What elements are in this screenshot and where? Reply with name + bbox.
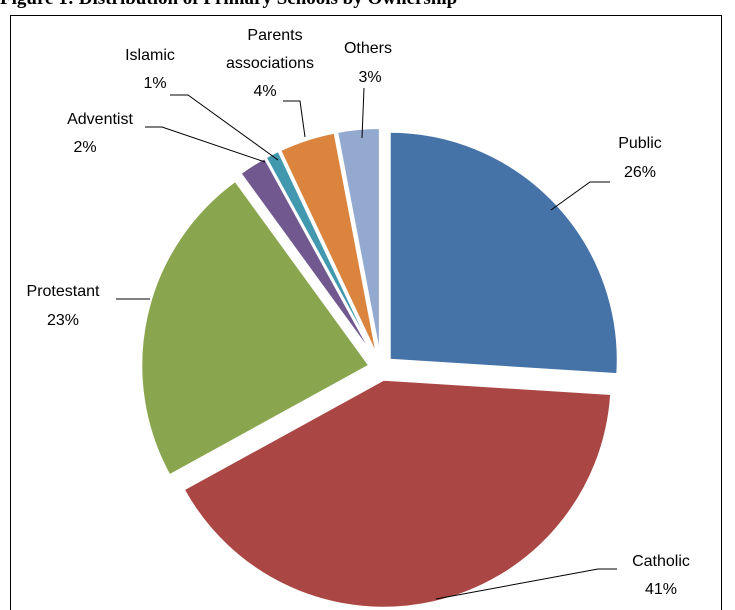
pie-slice-adventist — [239, 156, 376, 359]
slice-percent-islamic: 1% — [143, 75, 166, 92]
chart-caption: Figure 1: Distribution of Primary School… — [0, 0, 735, 9]
slice-percent-adventist: 2% — [73, 139, 96, 156]
leader-line-parents-associations — [283, 100, 306, 138]
slice-percent-public: 26% — [624, 164, 656, 181]
slice-percent-catholic: 41% — [645, 581, 677, 598]
slice-percent-protestant: 23% — [47, 312, 79, 329]
slice-name-adventist: Adventist — [67, 111, 133, 128]
slice-name-protestant: Protestant — [27, 283, 100, 300]
slice-name-catholic: Catholic — [632, 553, 690, 570]
leader-line-adventist — [145, 126, 266, 163]
leader-line-islamic — [170, 94, 279, 161]
slice-name-parents-associations: associations — [226, 55, 314, 72]
leader-line-others — [361, 87, 365, 139]
slice-name-public: Public — [618, 135, 662, 152]
slice-percent-parents-associations: 4% — [253, 83, 276, 100]
leader-line-catholic — [435, 568, 617, 600]
pie-slice-others — [335, 127, 381, 357]
pie-slice-public — [388, 130, 619, 376]
leader-line-public — [550, 181, 610, 211]
slice-name-others: Others — [344, 40, 392, 57]
slice-name-islamic: Islamic — [125, 47, 175, 64]
pie-slice-protestant — [140, 179, 371, 477]
slice-percent-others: 3% — [358, 69, 381, 86]
slice-name-parents-associations: Parents — [247, 27, 302, 44]
pie-slice-parents-associations — [278, 131, 379, 358]
pie-slice-catholic — [182, 378, 613, 609]
pie-slice-islamic — [264, 149, 377, 358]
